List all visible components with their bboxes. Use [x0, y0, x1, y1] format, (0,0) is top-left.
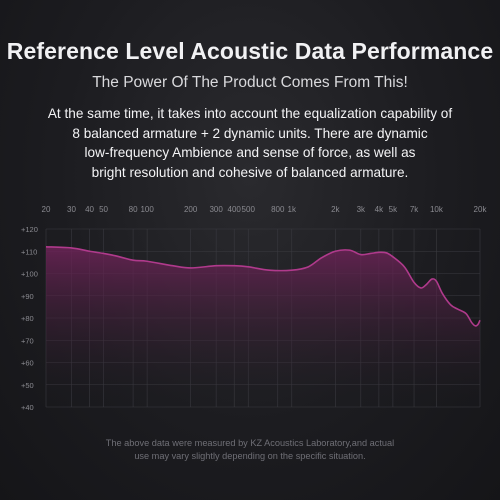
x-tick-label: 80	[129, 205, 138, 214]
description: At the same time, it takes into account …	[20, 104, 480, 182]
plot-area	[45, 246, 481, 407]
x-tick-label: 30	[67, 205, 76, 214]
y-tick-label: +50	[21, 381, 34, 390]
y-tick-label: +110	[21, 247, 37, 256]
x-tick-label: 500	[242, 205, 256, 214]
x-tick-label: 20	[42, 205, 51, 214]
description-line: At the same time, it takes into account …	[47, 106, 453, 121]
x-tick-label: 200	[184, 205, 198, 214]
x-tick-label: 3k	[357, 205, 366, 214]
x-tick-label: 4k	[375, 205, 384, 214]
x-tick-label: 20k	[474, 205, 488, 214]
x-tick-label: 1k	[288, 205, 297, 214]
x-tick-label: 50	[99, 205, 108, 214]
x-tick-label: 300	[209, 205, 223, 214]
y-tick-label: +60	[21, 359, 34, 368]
x-tick-label: 400	[228, 205, 242, 214]
y-tick-label: +90	[21, 292, 34, 301]
x-tick-label: 10k	[430, 205, 444, 214]
x-tick-label: 7k	[410, 205, 419, 214]
description-line: bright resolution and cohesive of balanc…	[91, 164, 409, 180]
page-title: Reference Level Acoustic Data Performanc…	[6, 38, 494, 64]
footer-note: The above data were measured by KZ Acous…	[0, 437, 500, 462]
y-tick-label: +70	[21, 336, 34, 345]
x-tick-label: 5k	[389, 205, 398, 214]
x-tick-label: 2k	[331, 205, 340, 214]
frequency-response-chart: 20 30 40 50 80 100 200 300 400 500 800 1k 2k 3k 4k 5k 7k…	[21, 205, 488, 412]
x-tick-label: 40	[85, 205, 94, 214]
x-axis-ticks: 20 30 40 50 80 100 200 300 400 500 800 1k 2k 3k 4k 5k 7k…	[42, 205, 488, 214]
y-tick-label: +120	[21, 225, 38, 234]
y-tick-label: +100	[21, 270, 38, 279]
footer-line: use may vary slightly depending on the s…	[134, 450, 366, 461]
footer-line: The above data were measured by KZ Acous…	[105, 438, 395, 448]
description-line: 8 balanced armature + 2 dynamic units. T…	[72, 125, 428, 141]
x-tick-label: 800	[271, 205, 285, 214]
response-area-fill	[46, 246, 480, 407]
description-line: low-frequency Ambience and sense of forc…	[84, 145, 416, 160]
y-tick-label: +40	[21, 403, 34, 412]
page-subtitle: The Power Of The Product Comes From This…	[92, 74, 408, 91]
x-tick-label: 100	[140, 205, 154, 214]
y-tick-label: +80	[21, 314, 34, 323]
response-curve	[45, 246, 481, 327]
y-axis-ticks: +120 +110 +100 +90 +80 +70 +60 +50 +40	[21, 225, 38, 412]
